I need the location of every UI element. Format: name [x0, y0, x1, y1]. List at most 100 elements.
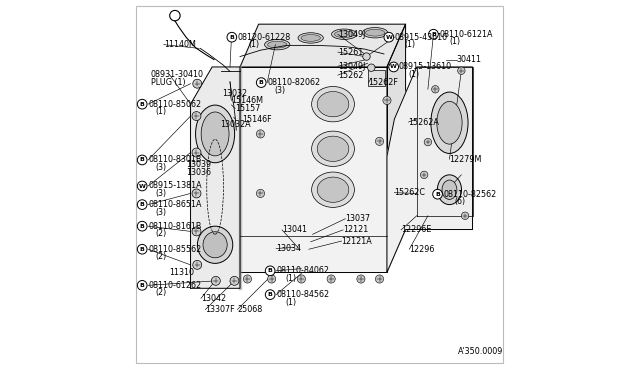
- Ellipse shape: [197, 226, 233, 263]
- Text: 13049J: 13049J: [338, 30, 365, 39]
- Ellipse shape: [301, 35, 321, 41]
- Text: 08931-30410: 08931-30410: [151, 70, 204, 79]
- Text: 25068: 25068: [237, 305, 262, 314]
- Ellipse shape: [335, 31, 354, 38]
- Circle shape: [138, 200, 147, 209]
- Text: 13032A: 13032A: [220, 120, 251, 129]
- Circle shape: [383, 96, 391, 105]
- Text: (1): (1): [286, 274, 297, 283]
- Text: B: B: [140, 224, 145, 229]
- Text: B: B: [435, 192, 440, 197]
- Text: 08110-84062: 08110-84062: [276, 266, 329, 275]
- Text: (3): (3): [156, 208, 166, 217]
- Circle shape: [367, 64, 375, 71]
- Text: 12121: 12121: [343, 225, 368, 234]
- Text: 15146M: 15146M: [232, 96, 264, 105]
- Text: B: B: [140, 247, 145, 252]
- Circle shape: [429, 29, 438, 39]
- Text: 13042: 13042: [201, 294, 226, 303]
- Circle shape: [230, 276, 239, 285]
- Text: 13037: 13037: [346, 214, 371, 223]
- Circle shape: [257, 78, 266, 87]
- Text: 08110-85562: 08110-85562: [148, 245, 202, 254]
- Circle shape: [420, 171, 428, 179]
- Text: (3): (3): [156, 163, 166, 172]
- Ellipse shape: [312, 86, 355, 122]
- Ellipse shape: [437, 175, 461, 205]
- Polygon shape: [191, 67, 240, 288]
- Ellipse shape: [298, 33, 323, 43]
- Circle shape: [266, 266, 275, 276]
- Text: 08110-8651A: 08110-8651A: [148, 200, 202, 209]
- Text: 08110-8301B: 08110-8301B: [148, 155, 202, 164]
- Ellipse shape: [317, 177, 349, 202]
- Text: 11140M: 11140M: [164, 40, 196, 49]
- Text: 13039: 13039: [186, 160, 211, 169]
- Text: B: B: [140, 102, 145, 107]
- Circle shape: [138, 181, 147, 191]
- Ellipse shape: [332, 29, 357, 39]
- Text: W: W: [390, 64, 397, 70]
- Circle shape: [243, 275, 252, 283]
- Text: B: B: [229, 35, 234, 40]
- Circle shape: [257, 130, 264, 138]
- Ellipse shape: [201, 112, 229, 156]
- Ellipse shape: [365, 29, 385, 36]
- Ellipse shape: [196, 105, 235, 163]
- Text: B: B: [431, 32, 436, 37]
- Circle shape: [138, 99, 147, 109]
- Circle shape: [298, 275, 305, 283]
- Circle shape: [327, 275, 335, 283]
- Text: 08915-13610: 08915-13610: [399, 62, 452, 71]
- Text: 13032: 13032: [223, 89, 248, 97]
- Text: 08110-82562: 08110-82562: [444, 190, 497, 199]
- Circle shape: [192, 227, 201, 236]
- Circle shape: [266, 290, 275, 299]
- Text: 15262: 15262: [338, 71, 364, 80]
- Polygon shape: [387, 24, 406, 272]
- Circle shape: [461, 212, 468, 219]
- Circle shape: [138, 221, 147, 231]
- Text: B: B: [268, 292, 273, 297]
- Text: 12296E: 12296E: [401, 225, 431, 234]
- Text: (1): (1): [156, 107, 166, 116]
- Circle shape: [363, 53, 370, 60]
- Ellipse shape: [203, 232, 227, 258]
- Text: 13307F: 13307F: [205, 305, 235, 314]
- Text: 08915-1381A: 08915-1381A: [148, 182, 202, 190]
- Text: 15146F: 15146F: [243, 115, 272, 124]
- Text: 13034: 13034: [276, 244, 301, 253]
- Text: B: B: [140, 202, 145, 207]
- Circle shape: [192, 148, 201, 157]
- Circle shape: [424, 138, 431, 146]
- Circle shape: [389, 62, 399, 72]
- Text: (3): (3): [275, 86, 285, 94]
- Text: (1): (1): [248, 40, 260, 49]
- Text: (2): (2): [156, 252, 167, 261]
- Text: 15157: 15157: [235, 104, 260, 113]
- Circle shape: [433, 189, 442, 199]
- Text: (6): (6): [454, 197, 465, 206]
- Text: W: W: [139, 183, 146, 189]
- Circle shape: [138, 244, 147, 254]
- Circle shape: [384, 32, 394, 42]
- Polygon shape: [240, 67, 387, 272]
- Text: (1): (1): [408, 70, 420, 79]
- Text: 08110-6121A: 08110-6121A: [439, 30, 493, 39]
- Ellipse shape: [317, 92, 349, 117]
- Text: 08110-84562: 08110-84562: [276, 290, 329, 299]
- Ellipse shape: [431, 92, 468, 153]
- Polygon shape: [417, 67, 472, 216]
- Text: 11310: 11310: [170, 268, 195, 277]
- Text: (3): (3): [156, 189, 166, 198]
- Ellipse shape: [312, 131, 355, 167]
- Ellipse shape: [264, 39, 290, 50]
- Polygon shape: [240, 24, 406, 67]
- Text: 15261: 15261: [338, 48, 363, 57]
- Circle shape: [376, 137, 383, 145]
- Text: 13049J: 13049J: [338, 62, 365, 71]
- FancyBboxPatch shape: [369, 70, 385, 86]
- Text: (1): (1): [405, 40, 416, 49]
- Text: 08110-61262: 08110-61262: [148, 281, 201, 290]
- Text: B: B: [140, 157, 145, 163]
